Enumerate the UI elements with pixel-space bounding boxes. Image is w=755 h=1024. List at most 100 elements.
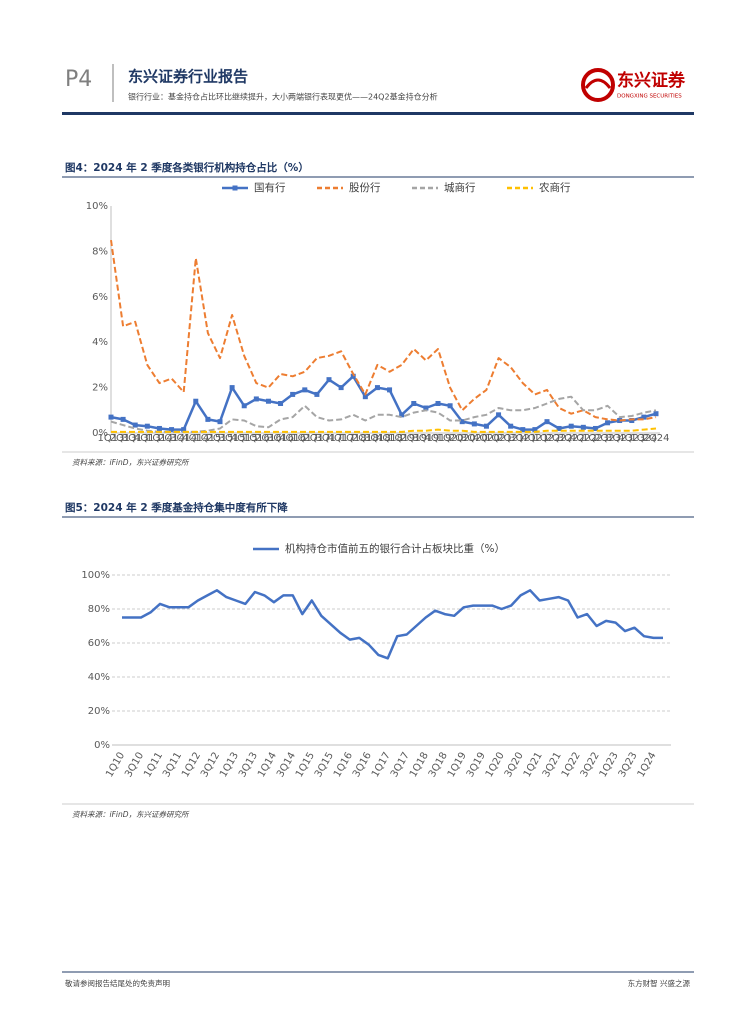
- x-tick-label: 1Q19: [388, 433, 415, 444]
- x-tick-label: 4Q15: [231, 433, 258, 444]
- x-tick-label: 2Q13: [110, 433, 137, 444]
- x-tick-label: 2Q22: [546, 433, 573, 444]
- data-point: [641, 414, 647, 420]
- data-point: [544, 419, 550, 425]
- header-rule: [62, 112, 694, 115]
- data-point: [108, 414, 114, 420]
- data-point: [459, 419, 465, 425]
- data-point: [653, 411, 659, 417]
- x-tick-label: 4Q19: [425, 433, 452, 444]
- x-tick-label: 4Q22: [570, 433, 597, 444]
- data-point: [120, 416, 126, 422]
- y-tick-label: 40%: [88, 672, 110, 683]
- data-point: [399, 412, 405, 418]
- y-tick-label: 60%: [88, 638, 110, 649]
- y-tick-label: 0%: [92, 428, 108, 439]
- data-point: [290, 391, 296, 397]
- data-point: [156, 425, 162, 431]
- y-tick-label: 4%: [92, 337, 108, 348]
- y-tick-label: 6%: [92, 292, 108, 303]
- x-tick-label: 2Q14: [158, 433, 185, 444]
- data-point: [193, 398, 199, 404]
- figure-source: 资料来源：iFinD，东兴证券研究所: [72, 810, 190, 819]
- data-point: [278, 400, 284, 406]
- x-tick-label: 1Q16: [243, 433, 270, 444]
- x-tick-label: 1Q15: [194, 433, 221, 444]
- footer-slogan: 东方财智 兴盛之源: [628, 978, 691, 988]
- x-tick-label: 3Q13: [122, 433, 149, 444]
- x-tick-label: 1Q23: [582, 433, 609, 444]
- logo-text: 东兴证券: [617, 70, 686, 91]
- x-tick-label: 2Q24: [643, 433, 670, 444]
- data-point: [132, 422, 138, 428]
- figure-title: 图5：2024 年 2 季度基金持仓集中度有所下降: [65, 501, 288, 514]
- x-tick-label: 1Q24: [630, 433, 657, 444]
- logo: 东兴证券 DONGXING SECURITIES: [581, 68, 686, 102]
- x-tick-label: 3Q23: [606, 433, 633, 444]
- data-point: [520, 427, 526, 433]
- data-point: [169, 427, 175, 433]
- x-tick-label: 4Q18: [376, 433, 403, 444]
- x-tick-label: 2Q20: [449, 433, 476, 444]
- series-line: [110, 239, 657, 422]
- legend-label: 农商行: [539, 181, 571, 194]
- x-tick-label: 3Q15: [219, 433, 246, 444]
- logo-english: DONGXING SECURITIES: [617, 94, 682, 100]
- data-point: [411, 400, 417, 406]
- data-point: [447, 403, 453, 409]
- x-tick-label: 1Q18: [340, 433, 367, 444]
- data-point: [423, 405, 429, 411]
- series-line: [122, 589, 663, 660]
- x-tick-label: 2Q19: [400, 433, 427, 444]
- y-tick-label: 8%: [92, 246, 108, 257]
- x-tick-label: 3Q21: [509, 433, 536, 444]
- x-tick-label: 2Q15: [207, 433, 234, 444]
- legend-label: 城商行: [444, 181, 476, 194]
- x-tick-label: 2Q17: [303, 433, 330, 444]
- data-point: [605, 420, 611, 426]
- figure-title: 图4：2024 年 2 季度各类银行机构持仓占比（%）: [65, 161, 309, 174]
- data-point: [253, 396, 259, 402]
- report-type: 东兴证券行业报告: [128, 68, 248, 86]
- x-tick-label: 2Q18: [352, 433, 379, 444]
- legend-label: 机构持仓市值前五的银行合计占板块比重（%）: [285, 542, 505, 555]
- data-point: [483, 423, 489, 429]
- data-point: [302, 387, 308, 393]
- y-tick-label: 0%: [94, 740, 110, 751]
- x-tick-label: 4Q16: [279, 433, 306, 444]
- x-tick-label: 3Q14: [170, 433, 197, 444]
- chart: 0%20%40%60%80%100%1Q103Q101Q113Q111Q123Q…: [81, 542, 671, 779]
- data-point: [314, 391, 320, 397]
- report-subtitle: 银行行业：基金持仓占比环比继续提升，大小两端银行表现更优——24Q2基金持仓分析: [128, 92, 438, 102]
- legend-label: 股份行: [349, 181, 381, 194]
- y-tick-label: 2%: [92, 383, 108, 394]
- y-tick-label: 10%: [86, 201, 108, 212]
- footer-disclaimer: 敬请参阅报告结尾处的免责声明: [65, 978, 170, 988]
- x-tick-label: 1Q13: [98, 433, 125, 444]
- data-point: [362, 394, 368, 400]
- x-tick-label: 4Q20: [473, 433, 500, 444]
- chart: 0%2%4%6%8%10%1Q132Q133Q134Q131Q142Q143Q1…: [86, 181, 670, 444]
- data-point: [532, 427, 538, 433]
- data-point: [144, 423, 150, 429]
- y-tick-label: 20%: [88, 706, 110, 717]
- data-point: [592, 425, 598, 431]
- x-tick-label: 4Q17: [328, 433, 355, 444]
- x-tick-label: 3Q19: [412, 433, 439, 444]
- data-point: [241, 403, 247, 409]
- x-tick-label: 3Q22: [558, 433, 585, 444]
- data-point: [435, 400, 441, 406]
- x-tick-label: 2Q21: [497, 433, 524, 444]
- y-tick-label: 80%: [88, 604, 110, 615]
- page-number: P4: [65, 67, 92, 92]
- legend-label: 国有行: [254, 181, 286, 194]
- data-point: [217, 419, 223, 425]
- x-tick-label: 2Q16: [255, 433, 282, 444]
- x-tick-label: 4Q23: [618, 433, 645, 444]
- x-tick-label: 1Q24: [636, 751, 659, 780]
- x-tick-label: 1Q22: [534, 433, 561, 444]
- data-point: [508, 423, 514, 429]
- data-point: [496, 412, 502, 418]
